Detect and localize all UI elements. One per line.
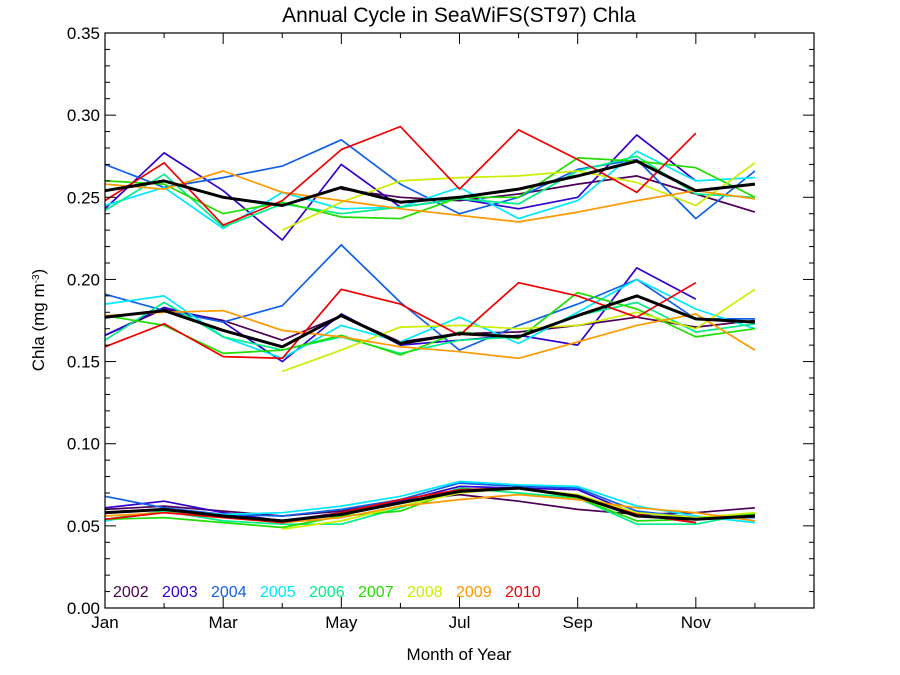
y-tick-label: 0.00: [67, 599, 100, 618]
y-tick-label: 0.20: [67, 270, 100, 289]
series-line-2010-1: [104, 125, 697, 227]
y-axis-label-close: ): [29, 269, 48, 275]
axis-ticks: 0.00 0.05 0.10 0.15 0.20 0.25 0.30 0.35 Jan Mar Ma…: [67, 24, 814, 632]
x-tick-label: Jan: [91, 613, 118, 632]
legend-item-2009: 2009: [456, 584, 492, 601]
mean-series-line-3: [104, 486, 755, 523]
x-tick-label: Nov: [681, 613, 712, 632]
series-line-2005-1: [104, 150, 755, 230]
series-line-2009-2: [104, 309, 756, 360]
y-tick-label: 0.35: [67, 24, 100, 43]
legend-item-2003: 2003: [162, 584, 198, 601]
series-line-2002-1: [341, 175, 756, 213]
legend-item-2005: 2005: [260, 584, 296, 601]
series-line-2003-1: [104, 134, 697, 241]
legend-item-2002: 2002: [113, 584, 149, 601]
legend-item-2007: 2007: [358, 584, 394, 601]
series-line-2003-3: [104, 485, 696, 524]
series-line-2007-1: [104, 157, 756, 220]
series-line-2010-2: [104, 281, 697, 360]
x-tick-label: Sep: [563, 613, 593, 632]
legend-item-2006: 2006: [309, 584, 345, 601]
legend-item-2010: 2010: [505, 584, 541, 601]
series-line-2008-1: [281, 162, 756, 231]
y-tick-label: 0.15: [67, 353, 100, 372]
y-axis-label-superscript: -3: [31, 274, 42, 283]
x-tick-label: Mar: [209, 613, 239, 632]
series-line-2006-2: [104, 301, 756, 355]
series-line-2007-2: [104, 291, 756, 356]
y-tick-label: 0.30: [67, 106, 100, 125]
y-tick-label: 0.05: [67, 517, 100, 536]
series-line-2003-2: [104, 267, 697, 363]
y-tick-label: 0.10: [67, 435, 100, 454]
series-line-2008-2: [282, 288, 756, 373]
x-tick-label: May: [325, 613, 358, 632]
x-tick-label: Jul: [449, 613, 471, 632]
mean-series-line-1: [104, 159, 756, 207]
legend: 2002 2003 2004 2005 2006 2007 2008 2009 2010: [113, 584, 541, 601]
legend-item-2004: 2004: [211, 584, 247, 601]
plot-lines: [104, 125, 756, 530]
series-line-2004-2: [104, 244, 755, 351]
y-axis-label: Chla (mg m-3): [29, 269, 48, 371]
series-line-2009-1: [104, 170, 756, 223]
y-axis-label-main: Chla (mg m: [29, 283, 48, 371]
x-axis-label: Month of Year: [407, 645, 512, 664]
legend-item-2008: 2008: [407, 584, 443, 601]
mean-series-line-2: [104, 294, 755, 349]
series-line-2005-2: [104, 278, 756, 360]
chart-title: Annual Cycle in SeaWiFS(ST97) Chla: [282, 4, 636, 27]
y-tick-label: 0.25: [67, 188, 100, 207]
